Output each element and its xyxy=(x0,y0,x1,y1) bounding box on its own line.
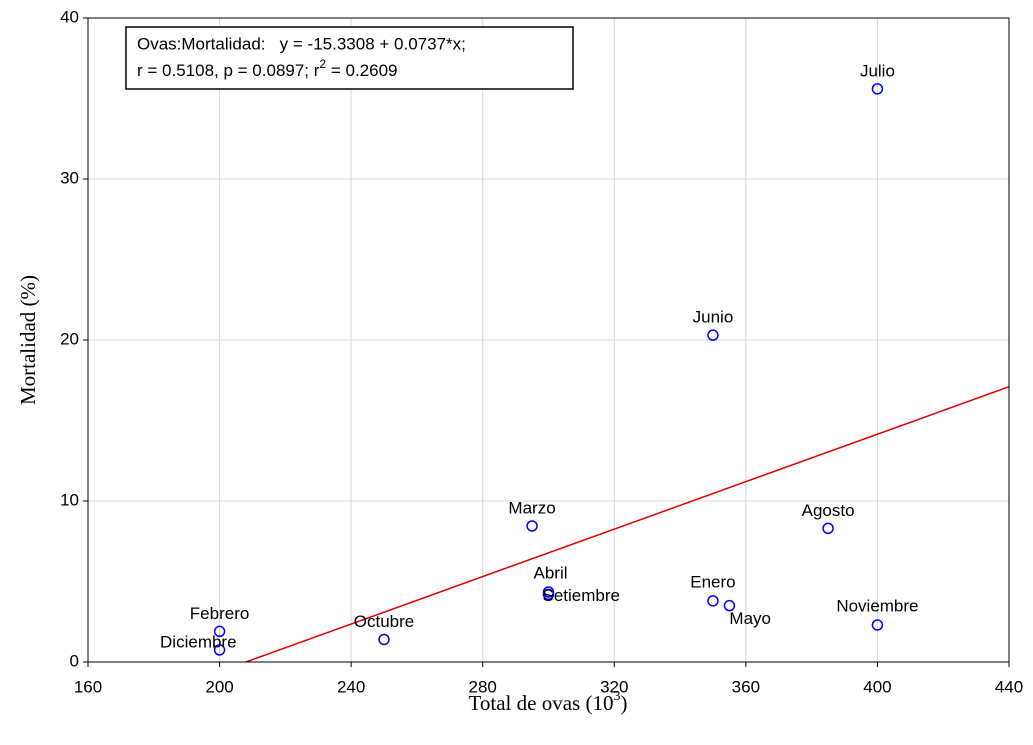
point xyxy=(871,619,884,631)
x-tick-label: 240 xyxy=(337,677,365,696)
annotation-text: r = 0.5108, p = 0.0897; r xyxy=(137,61,320,80)
annotation-text: = 0.2609 xyxy=(326,61,397,80)
y-axis-label: Mortalidad (%) xyxy=(16,275,40,405)
point xyxy=(213,644,226,656)
point xyxy=(707,329,719,341)
x-tick-label: 400 xyxy=(863,677,891,696)
annotation-sup: 2 xyxy=(319,57,326,71)
x-tick-label: 280 xyxy=(469,677,497,696)
point-label: Octubre xyxy=(354,612,414,631)
point xyxy=(822,522,834,535)
point xyxy=(542,588,555,601)
regression-layer xyxy=(243,386,1009,662)
annotation-line: Ovas:Mortalidad: y = -15.3308 + 0.0737*x… xyxy=(137,34,466,53)
point-label: Diciembre xyxy=(160,632,237,651)
y-tick-label: 0 xyxy=(70,651,79,670)
point-label: Febrero xyxy=(190,604,250,623)
point-label: Marzo xyxy=(508,498,555,517)
point-label: Agosto xyxy=(802,501,855,520)
annotation-line: r = 0.5108, p = 0.0897; r2 = 0.2609 xyxy=(137,57,397,80)
x-tick-label: 200 xyxy=(205,677,233,696)
x-tick-label: 160 xyxy=(74,677,102,696)
point xyxy=(871,83,884,95)
x-tick-label: 360 xyxy=(732,677,760,696)
point-label: Junio xyxy=(693,308,734,327)
point-label: Enero xyxy=(690,572,735,591)
y-tick-label: 10 xyxy=(60,490,79,509)
point-label: Julio xyxy=(860,61,895,80)
points-layer: Julio Junio Marzo Agosto Abril Setiembre Enero… xyxy=(160,61,919,656)
point xyxy=(723,599,736,612)
point-label: Setiembre xyxy=(543,586,620,605)
point-label: Mayo xyxy=(729,609,771,628)
point-label: Noviembre xyxy=(836,596,918,615)
x-tick-label: 440 xyxy=(995,677,1023,696)
regression-line xyxy=(243,386,1009,662)
point xyxy=(213,625,226,638)
x-axis-label-text: Total de ovas (10 xyxy=(469,691,614,715)
x-axis-label: Total de ovas (103) xyxy=(469,689,628,715)
x-axis-label-sup: 3 xyxy=(613,689,620,704)
point xyxy=(707,595,719,607)
point-label: Abril xyxy=(533,563,567,582)
annotation-box xyxy=(125,26,574,90)
x-tick-label: 320 xyxy=(600,677,628,696)
x-axis-label-text: ) xyxy=(620,691,627,715)
point xyxy=(378,633,390,646)
point xyxy=(526,520,538,532)
y-tick-label: 20 xyxy=(60,329,79,348)
y-tick-label: 40 xyxy=(60,7,79,26)
y-tick-label: 30 xyxy=(60,168,79,187)
